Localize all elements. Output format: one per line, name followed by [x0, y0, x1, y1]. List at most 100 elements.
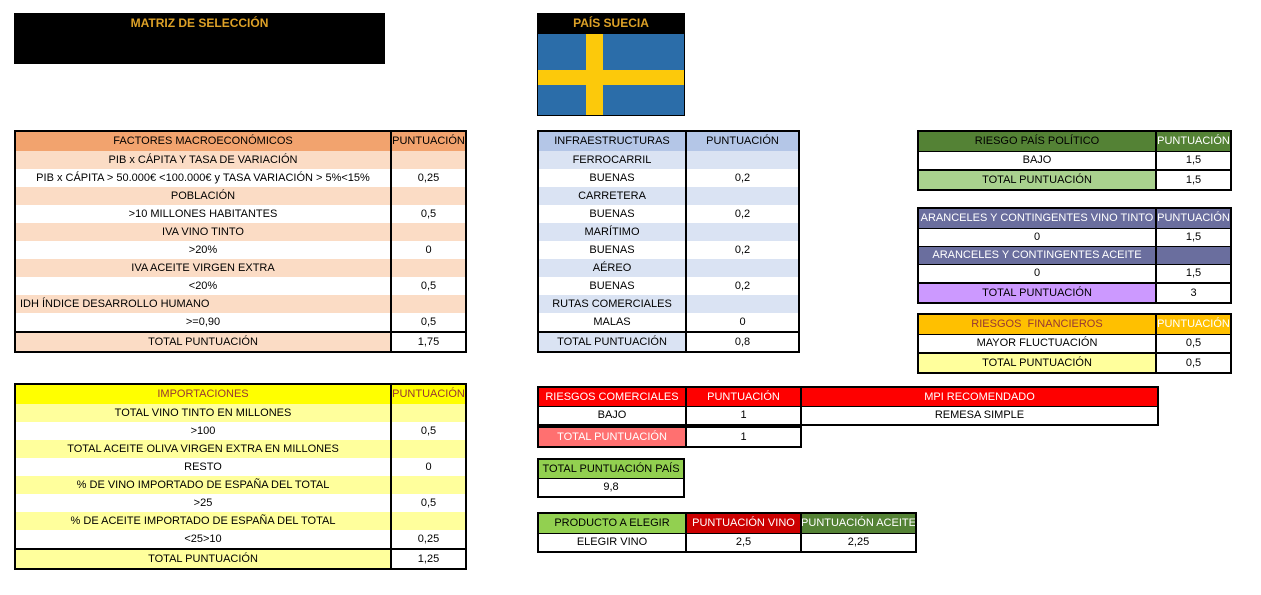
factores-value-cell[interactable]: 0,5: [390, 277, 465, 295]
factores-value-cell[interactable]: 1,75: [390, 331, 465, 351]
score-header-cell[interactable]: PUNTUACIÓN: [685, 388, 800, 406]
importaciones-label-cell[interactable]: TOTAL ACEITE OLIVA VIRGEN EXTRA EN MILLO…: [16, 440, 390, 458]
infra-value-cell[interactable]: 0,2: [685, 241, 798, 259]
financieros-label-cell[interactable]: RIESGOS FINANCIEROS: [919, 315, 1155, 334]
politico-value-cell[interactable]: PUNTUACIÓN: [1155, 132, 1230, 151]
infra-label-cell[interactable]: BUENAS: [589, 171, 635, 184]
importaciones-label-cell[interactable]: IMPORTACIONES: [16, 385, 390, 404]
factores-value-cell[interactable]: [390, 187, 465, 205]
wine-score-value-cell[interactable]: 2,5: [685, 533, 800, 551]
infra-value-cell[interactable]: 0,2: [685, 277, 798, 295]
infra-label-cell[interactable]: CARRETERA: [539, 187, 685, 205]
aranceles-label-cell[interactable]: 0: [919, 228, 1155, 246]
infra-value-cell[interactable]: PUNTUACIÓN: [685, 132, 798, 151]
factores-value-cell[interactable]: PUNTUACIÓN: [390, 132, 465, 151]
aranceles-value-cell[interactable]: 1,5: [1155, 264, 1230, 282]
politico-value-cell[interactable]: 1,5: [1155, 169, 1230, 189]
importaciones-value-cell[interactable]: 0,25: [390, 530, 465, 548]
infra-value-cell[interactable]: [685, 223, 798, 241]
infra-value-cell[interactable]: 0: [685, 313, 798, 331]
aranceles-label-cell[interactable]: 0: [919, 264, 1155, 282]
infra-label-cell[interactable]: INFRAESTRUCTURAS: [539, 132, 685, 151]
factores-label-cell[interactable]: IVA ACEITE VIRGEN EXTRA: [16, 259, 390, 277]
financieros-label-cell[interactable]: TOTAL PUNTUACIÓN: [919, 352, 1155, 372]
factores-value-cell[interactable]: 0: [390, 241, 465, 259]
factores-label-cell[interactable]: >20%: [188, 243, 218, 256]
factores-label-cell[interactable]: FACTORES MACROECONÓMICOS: [16, 132, 390, 151]
importaciones-value-cell[interactable]: [390, 512, 465, 530]
importaciones-label-cell[interactable]: % DE VINO IMPORTADO DE ESPAÑA DEL TOTAL: [16, 476, 390, 494]
wine-score-header-cell[interactable]: PUNTUACIÓN VINO: [685, 514, 800, 533]
infra-label-cell[interactable]: BUENAS: [589, 243, 635, 256]
aranceles-value-cell[interactable]: [1155, 246, 1230, 264]
aranceles-value-cell[interactable]: 3: [1155, 282, 1230, 302]
infra-label-cell[interactable]: MARÍTIMO: [539, 223, 685, 241]
factores-label-cell[interactable]: PIB x CÁPITA Y TASA DE VARIACIÓN: [16, 151, 390, 169]
factores-label-cell[interactable]: PIB x CÁPITA > 50.000€ <100.000€ y TASA …: [36, 171, 370, 184]
factores-value-cell[interactable]: [390, 151, 465, 169]
factores-label-cell[interactable]: >=0,90: [185, 315, 221, 328]
total-score-label-cell[interactable]: TOTAL PUNTUACIÓN: [539, 428, 685, 446]
oil-score-header-cell[interactable]: PUNTUACIÓN ACEITE: [800, 514, 915, 533]
infra-label-cell[interactable]: BUENAS: [589, 279, 635, 292]
infra-label-cell[interactable]: MALAS: [593, 315, 631, 328]
politico-label-cell[interactable]: RIESGO PAÍS POLÍTICO: [919, 132, 1155, 151]
importaciones-value-cell[interactable]: 1,25: [390, 548, 465, 568]
infra-value-cell[interactable]: 0,2: [685, 205, 798, 223]
infra-value-cell[interactable]: [685, 259, 798, 277]
factores-label-cell[interactable]: <20%: [188, 279, 218, 292]
importaciones-label-cell[interactable]: >100: [190, 424, 216, 437]
factores-label-cell[interactable]: TOTAL PUNTUACIÓN: [16, 331, 390, 351]
infra-label-cell[interactable]: AÉREO: [539, 259, 685, 277]
infra-value-cell[interactable]: [685, 151, 798, 169]
country-total-score-label-cell[interactable]: TOTAL PUNTUACIÓN PAÍS: [539, 460, 683, 478]
importaciones-label-cell[interactable]: <25>10: [184, 532, 222, 545]
total-score-value-cell[interactable]: 1: [685, 428, 800, 446]
importaciones-value-cell[interactable]: 0,5: [390, 422, 465, 440]
importaciones-label-cell[interactable]: % DE ACEITE IMPORTADO DE ESPAÑA DEL TOTA…: [16, 512, 390, 530]
importaciones-value-cell[interactable]: 0,5: [390, 494, 465, 512]
financieros-value-cell[interactable]: PUNTUACIÓN: [1155, 315, 1230, 334]
importaciones-label-cell[interactable]: RESTO: [184, 460, 222, 473]
financieros-value-cell[interactable]: 0,5: [1155, 352, 1230, 372]
importaciones-value-cell[interactable]: PUNTUACIÓN: [390, 385, 465, 404]
aranceles-label-cell[interactable]: TOTAL PUNTUACIÓN: [919, 282, 1155, 302]
infra-label-cell[interactable]: TOTAL PUNTUACIÓN: [539, 331, 685, 351]
factores-value-cell[interactable]: 0,5: [390, 313, 465, 331]
factores-value-cell[interactable]: 0,5: [390, 205, 465, 223]
politico-label-cell[interactable]: TOTAL PUNTUACIÓN: [919, 169, 1155, 189]
importaciones-label-cell[interactable]: >25: [193, 496, 213, 509]
commercial-risks-header-cell[interactable]: RIESGOS COMERCIALES: [539, 388, 685, 406]
importaciones-label-cell[interactable]: TOTAL PUNTUACIÓN: [16, 548, 390, 568]
infra-label-cell[interactable]: RUTAS COMERCIALES: [539, 295, 685, 313]
financieros-label-cell[interactable]: MAYOR FLUCTUACIÓN: [919, 334, 1155, 352]
country-total-score-value-cell[interactable]: 9,8: [539, 478, 683, 496]
infra-value-cell[interactable]: 0,2: [685, 169, 798, 187]
importaciones-value-cell[interactable]: [390, 404, 465, 422]
factores-label-cell[interactable]: IVA VINO TINTO: [16, 223, 390, 241]
importaciones-value-cell[interactable]: [390, 440, 465, 458]
infra-value-cell[interactable]: 0,8: [685, 331, 798, 351]
infra-label-cell[interactable]: BUENAS: [589, 207, 635, 220]
importaciones-label-cell[interactable]: TOTAL VINO TINTO EN MILLONES: [16, 404, 390, 422]
factores-label-cell[interactable]: POBLACIÓN: [16, 187, 390, 205]
aranceles-value-cell[interactable]: PUNTUACIÓN: [1155, 209, 1230, 228]
factores-value-cell[interactable]: [390, 259, 465, 277]
product-to-choose-header-cell[interactable]: PRODUCTO A ELEGIR: [539, 514, 685, 533]
politico-value-cell[interactable]: 1,5: [1155, 151, 1230, 169]
politico-label-cell[interactable]: BAJO: [919, 151, 1155, 169]
financieros-value-cell[interactable]: 0,5: [1155, 334, 1230, 352]
factores-value-cell[interactable]: [390, 295, 465, 313]
importaciones-value-cell[interactable]: [390, 476, 465, 494]
aranceles-label-cell[interactable]: ARANCELES Y CONTINGENTES ACEITE: [919, 246, 1155, 264]
oil-score-value-cell[interactable]: 2,25: [800, 533, 915, 551]
commercial-risk-level-cell[interactable]: BAJO: [539, 406, 685, 424]
infra-value-cell[interactable]: [685, 295, 798, 313]
factores-value-cell[interactable]: [390, 223, 465, 241]
aranceles-label-cell[interactable]: ARANCELES Y CONTINGENTES VINO TINTO: [919, 209, 1155, 228]
factores-label-cell[interactable]: IDH ÍNDICE DESARROLLO HUMANO: [16, 295, 390, 313]
mpi-recommended-header-cell[interactable]: MPI RECOMENDADO: [800, 388, 1157, 406]
chosen-product-cell[interactable]: ELEGIR VINO: [539, 533, 685, 551]
factores-label-cell[interactable]: >10 MILLONES HABITANTES: [128, 207, 278, 220]
aranceles-value-cell[interactable]: 1,5: [1155, 228, 1230, 246]
